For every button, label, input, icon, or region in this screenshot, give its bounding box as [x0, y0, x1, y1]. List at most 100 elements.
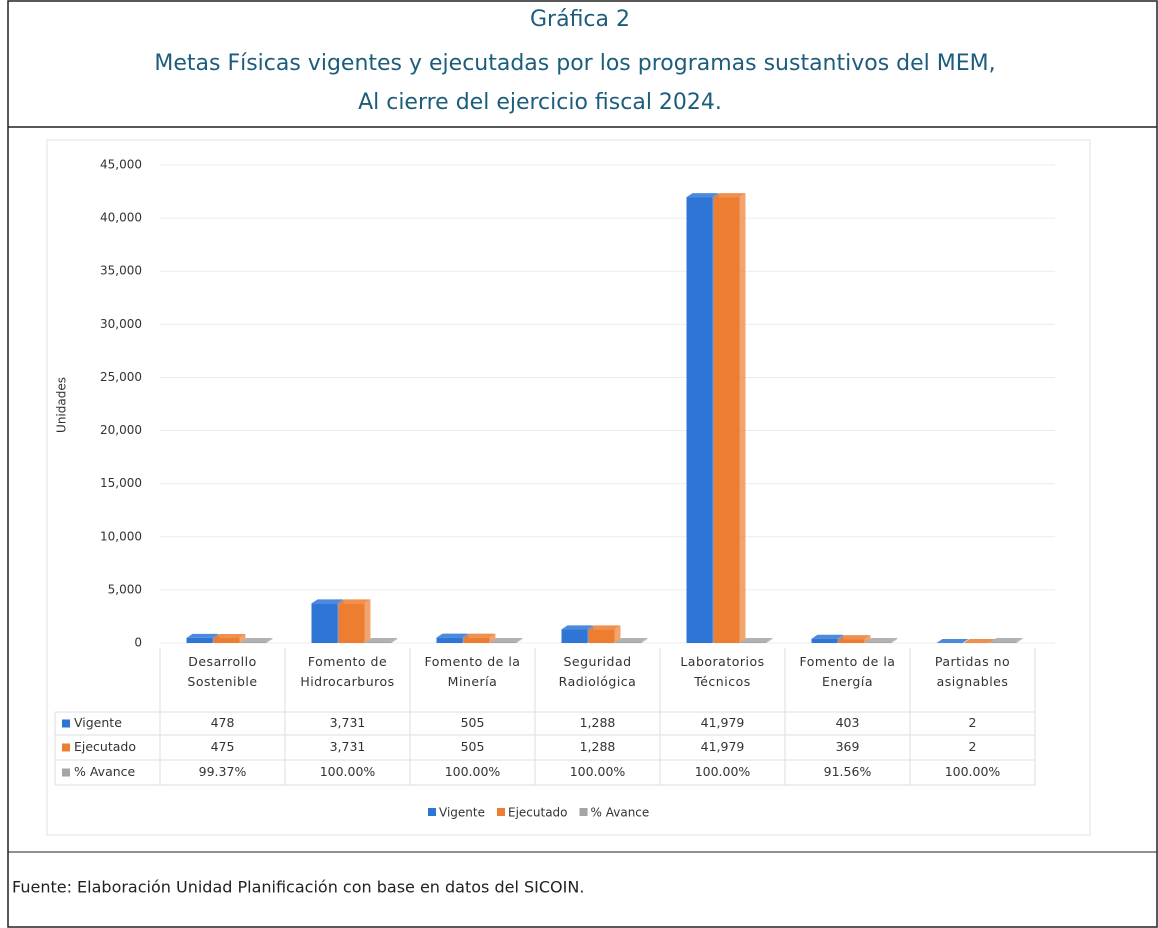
- legend-label: % Avance: [591, 806, 650, 820]
- y-tick-label: 5,000: [108, 582, 142, 596]
- bar-side: [614, 625, 621, 643]
- y-tick-label: 20,000: [100, 423, 142, 437]
- table-legend-key: [62, 719, 70, 728]
- bar-top: [490, 637, 523, 642]
- bar-top: [311, 599, 344, 604]
- table-value: 369: [836, 739, 860, 754]
- y-tick-label: 25,000: [100, 370, 142, 384]
- table-legend-key: [62, 768, 70, 777]
- bar-side: [962, 638, 969, 643]
- bar-side: [364, 599, 371, 643]
- legend-key: [579, 808, 588, 816]
- x-tick-label: Fomento de la Energía: [799, 654, 896, 689]
- bar: [436, 637, 463, 643]
- bar: [213, 637, 240, 643]
- table-series-name: Ejecutado: [74, 739, 136, 754]
- table-value: 2: [969, 739, 977, 754]
- y-tick-label: 45,000: [100, 158, 142, 172]
- y-tick-label: 0: [134, 636, 142, 650]
- legend-label: Vigente: [439, 806, 485, 820]
- table-value: 505: [461, 715, 485, 730]
- bar-top: [686, 193, 719, 198]
- bar-side: [391, 637, 398, 643]
- x-tick-label: Fomento de Hidrocarburos: [300, 654, 395, 689]
- bar-top: [963, 638, 996, 643]
- bar: [588, 629, 615, 643]
- table-value: 100.00%: [570, 764, 626, 779]
- y-tick-label: 30,000: [100, 317, 142, 331]
- bar-top: [936, 638, 969, 643]
- bar-top: [588, 625, 621, 630]
- bar-top: [811, 634, 844, 639]
- table-value: 1,288: [580, 739, 616, 754]
- bar-top: [838, 635, 871, 640]
- bar-side: [766, 637, 773, 643]
- legend-key: [496, 808, 505, 816]
- table-series-name: Vigente: [74, 715, 122, 730]
- table-value: 100.00%: [320, 764, 376, 779]
- bar-top: [240, 637, 273, 642]
- bar-side: [739, 193, 746, 644]
- legend-label: Ejecutado: [508, 806, 568, 820]
- bar: [865, 642, 892, 643]
- table-value: 3,731: [330, 739, 366, 754]
- x-tick-label: Partidas no asignables: [934, 654, 1011, 689]
- table-value: 100.00%: [695, 764, 751, 779]
- bar: [561, 629, 588, 643]
- bar-top: [365, 637, 398, 642]
- y-tick-label: 40,000: [100, 211, 142, 225]
- bar-top: [213, 633, 246, 638]
- x-tick-label: Laboratorios Técnicos: [680, 654, 765, 689]
- table-series-name: % Avance: [74, 764, 136, 779]
- bar: [311, 603, 338, 643]
- y-axis-label: Unidades: [55, 377, 69, 433]
- bar-side: [1016, 637, 1023, 643]
- bar-top: [740, 637, 773, 642]
- x-tick-label: Seguridad Radiológica: [558, 654, 637, 689]
- bar-top: [615, 637, 648, 642]
- bar: [186, 637, 213, 643]
- chart-subtitle: Al cierre del ejercicio fiscal 2024.: [358, 90, 722, 115]
- table-value: 478: [211, 715, 235, 730]
- x-tick-label: Fomento de la Minería: [424, 654, 521, 689]
- table-value: 100.00%: [445, 764, 501, 779]
- chart-subtitle: Metas Físicas vigentes y ejecutadas por …: [154, 51, 995, 76]
- table-legend-key: [62, 743, 70, 752]
- bar: [838, 639, 865, 643]
- table-value: 100.00%: [945, 764, 1001, 779]
- legend-key: [428, 808, 436, 816]
- bar: [463, 637, 490, 643]
- bar: [490, 641, 517, 643]
- bar-top: [561, 625, 594, 630]
- bar-side: [239, 633, 246, 643]
- chart-title: Gráfica 2: [530, 7, 630, 32]
- bar-top: [338, 599, 371, 604]
- bar-top: [436, 633, 469, 638]
- y-tick-label: 35,000: [100, 264, 142, 278]
- table-value: 1,288: [580, 715, 616, 730]
- bar-side: [516, 637, 523, 643]
- bar: [740, 641, 767, 643]
- bar-top: [463, 633, 496, 638]
- bar: [713, 197, 740, 644]
- bar: [338, 603, 365, 643]
- table-value: 91.56%: [824, 764, 872, 779]
- table-value: 2: [969, 715, 977, 730]
- bar-top: [865, 638, 898, 643]
- bar-side: [891, 638, 898, 643]
- table-value: 41,979: [701, 715, 745, 730]
- table-value: 99.37%: [199, 764, 247, 779]
- outer-frame: [7, 0, 1158, 928]
- table-value: 403: [836, 715, 860, 730]
- bar: [365, 641, 392, 643]
- bar-side: [489, 633, 496, 643]
- table-value: 41,979: [701, 739, 745, 754]
- bar: [240, 641, 267, 643]
- bar: [811, 638, 838, 643]
- bar: [615, 641, 642, 643]
- y-tick-label: 15,000: [100, 476, 142, 490]
- bar-top: [186, 633, 219, 638]
- chart-panel: [46, 139, 1091, 836]
